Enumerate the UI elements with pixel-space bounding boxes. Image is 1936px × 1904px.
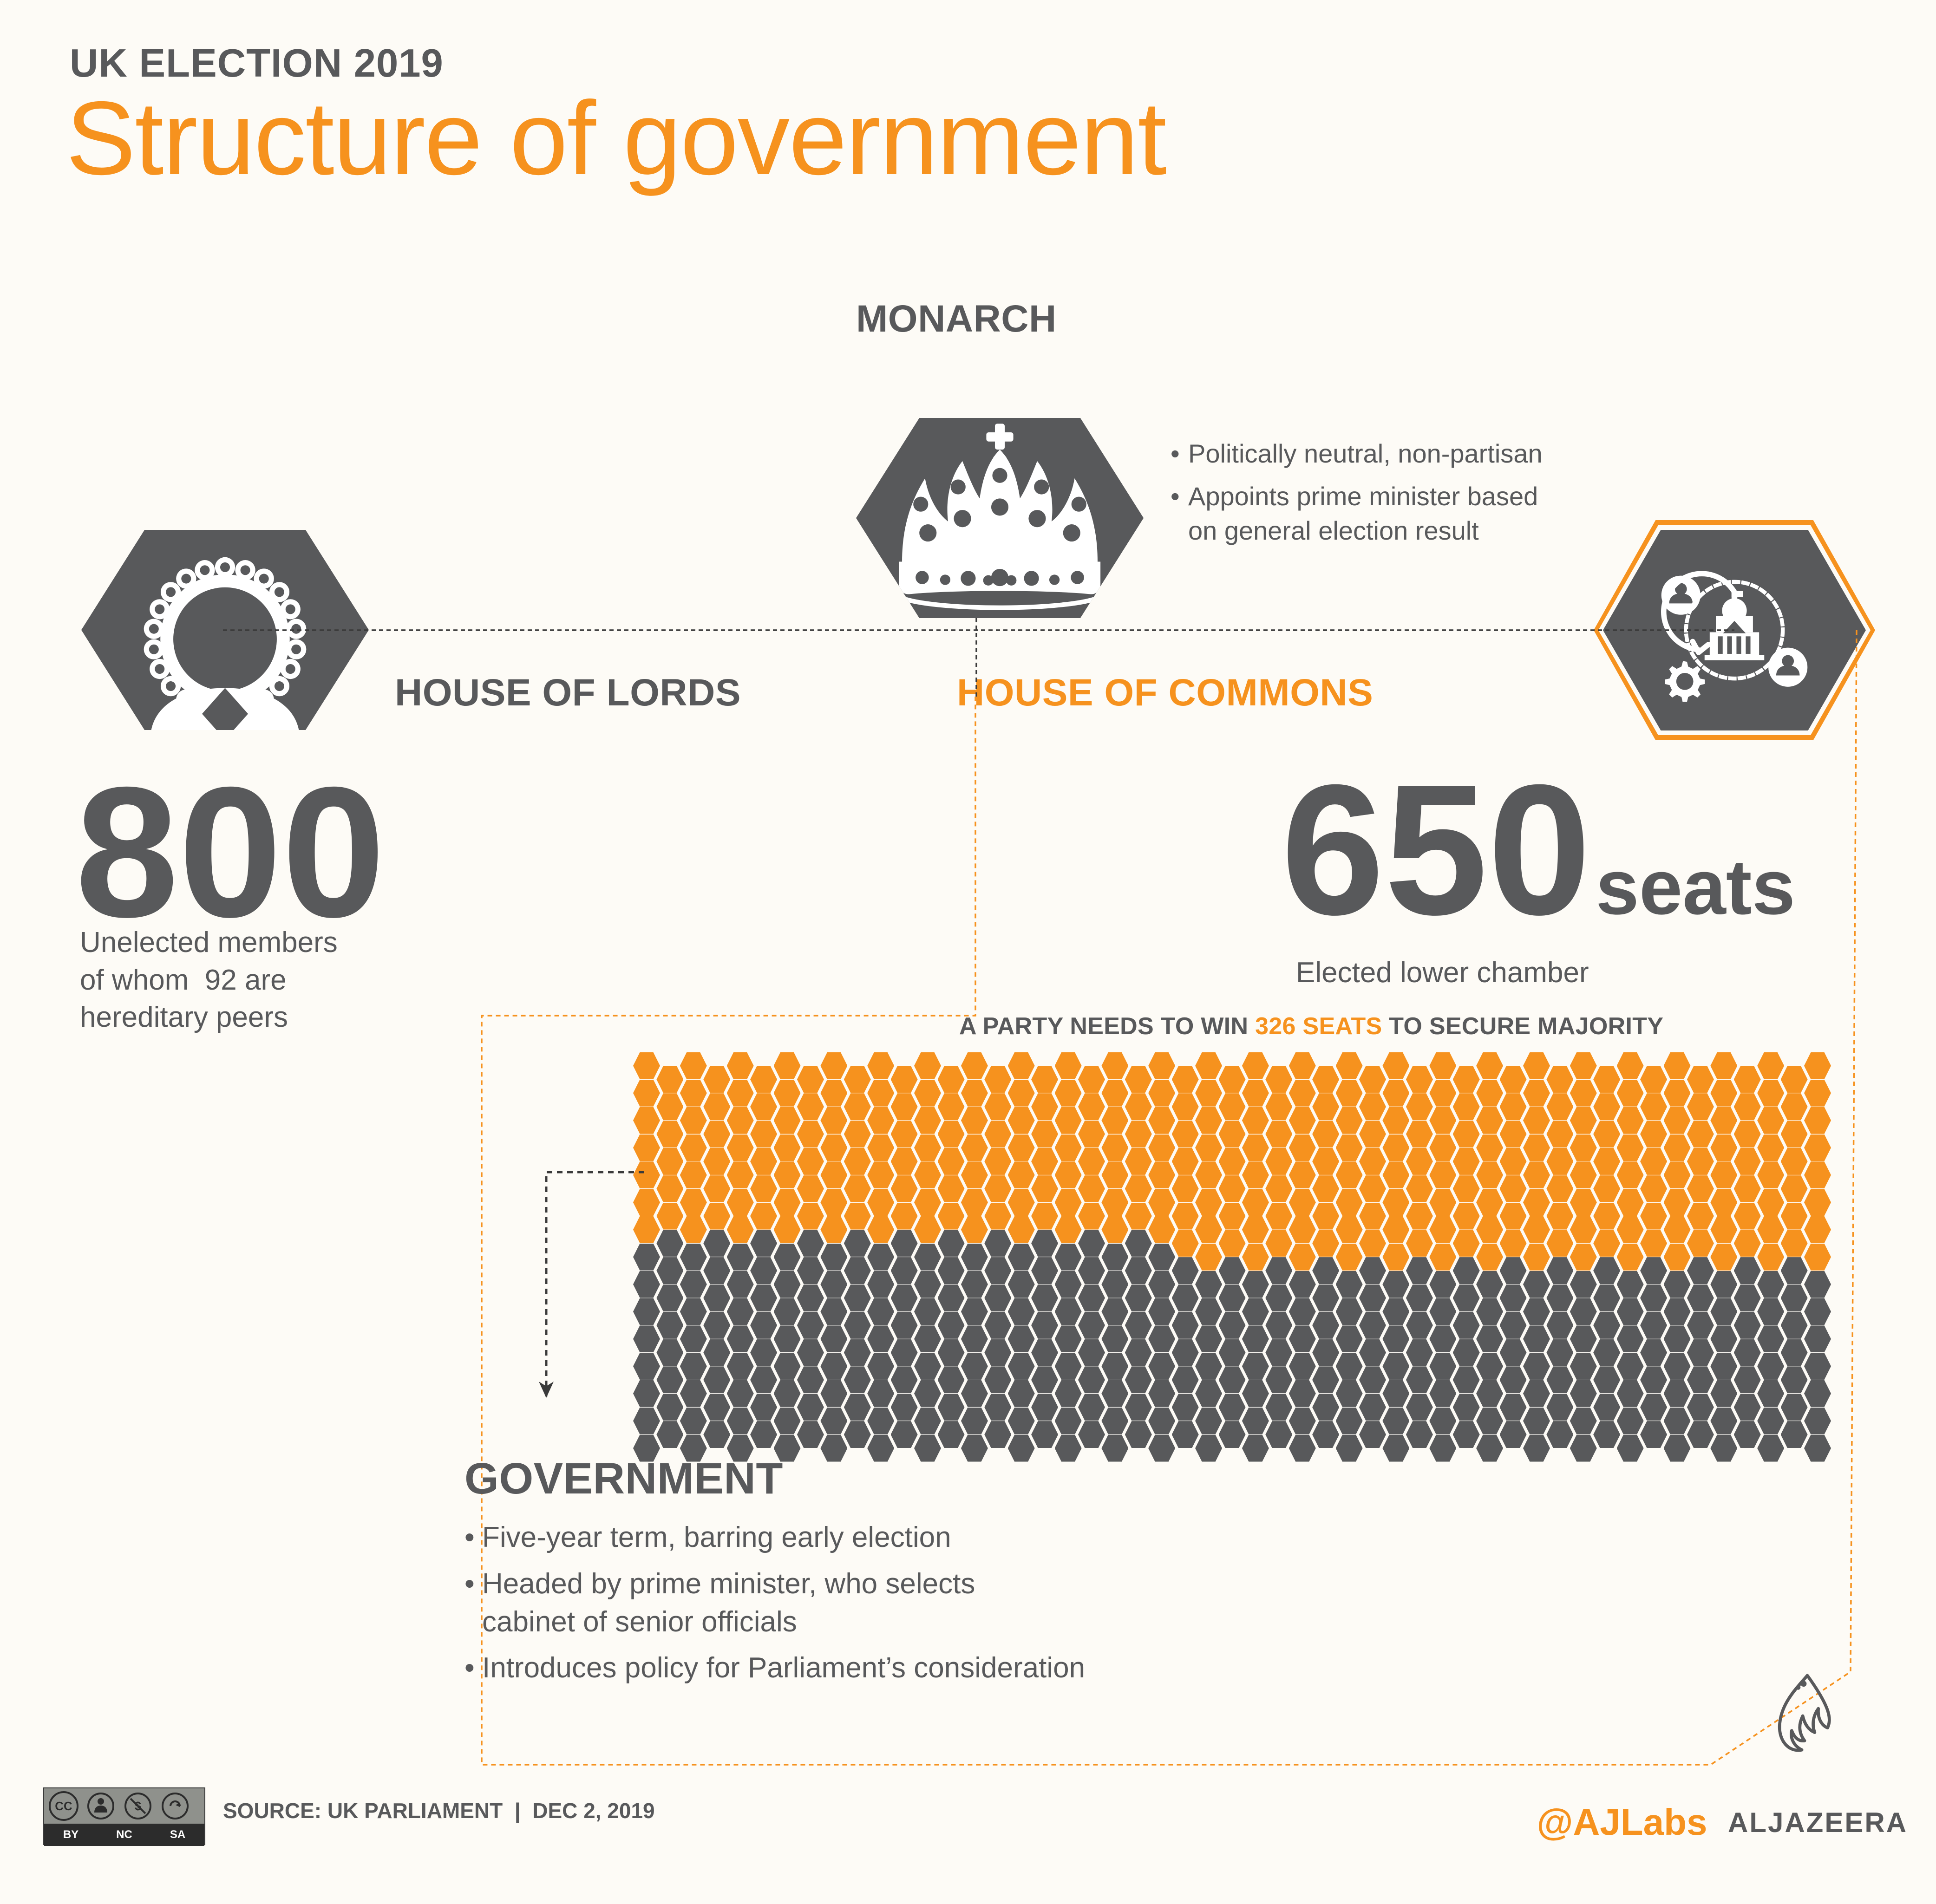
svg-text:CC: CC — [55, 1799, 72, 1813]
